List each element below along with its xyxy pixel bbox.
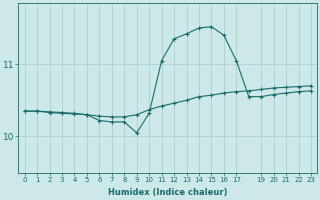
X-axis label: Humidex (Indice chaleur): Humidex (Indice chaleur) bbox=[108, 188, 228, 197]
